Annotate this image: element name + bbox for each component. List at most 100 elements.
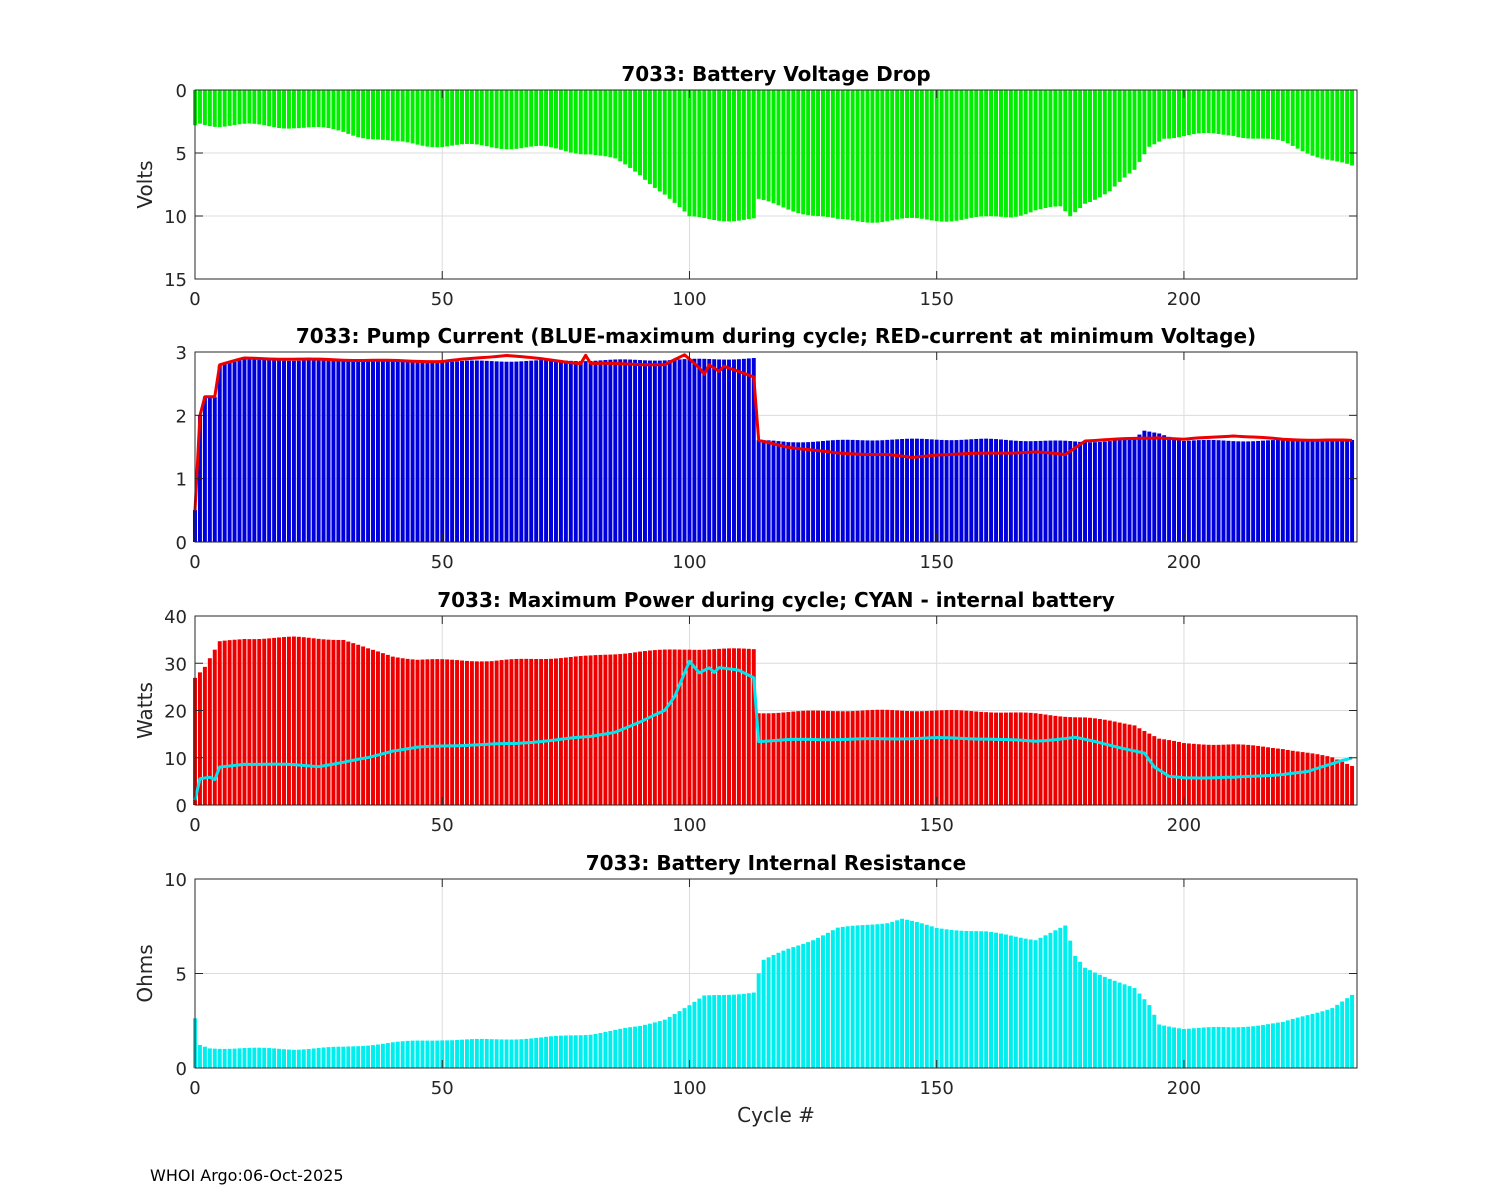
bar: [588, 361, 593, 542]
bar: [1305, 90, 1310, 154]
bar: [1211, 1026, 1216, 1068]
bar: [969, 439, 974, 542]
bar: [242, 359, 247, 542]
bar: [331, 359, 336, 542]
bar: [1008, 440, 1013, 542]
bar: [217, 641, 222, 805]
bar: [613, 90, 618, 159]
bar: [222, 640, 227, 805]
bar: [1181, 1028, 1186, 1068]
bar: [791, 711, 796, 805]
bar: [880, 90, 885, 223]
bar: [484, 90, 489, 147]
bar: [959, 710, 964, 805]
bar: [875, 90, 880, 223]
bar: [766, 957, 771, 1068]
bar: [1038, 440, 1043, 542]
bar: [707, 359, 712, 542]
bar: [865, 90, 870, 223]
bar: [1330, 1008, 1335, 1068]
bar: [1201, 744, 1206, 805]
bar: [1137, 90, 1142, 162]
bar: [549, 658, 553, 805]
bar: [1186, 1028, 1191, 1068]
bar: [613, 359, 618, 542]
bar: [1157, 433, 1162, 542]
bar: [286, 636, 291, 805]
bar: [949, 929, 954, 1068]
bar: [885, 90, 890, 222]
bar: [1023, 712, 1028, 805]
bar: [1295, 1017, 1300, 1068]
bar: [1053, 715, 1058, 805]
bar: [736, 648, 741, 805]
bar: [1305, 752, 1310, 805]
bar: [756, 973, 761, 1068]
bar: [1132, 987, 1137, 1068]
bar: [830, 440, 835, 542]
bar: [835, 90, 840, 219]
bar: [583, 90, 588, 155]
bar: [954, 710, 959, 805]
bar: [326, 1047, 331, 1068]
bar: [1320, 441, 1325, 542]
bar: [524, 361, 529, 542]
bar: [306, 360, 311, 542]
bar: [929, 926, 934, 1068]
bar: [1033, 90, 1038, 211]
bar: [727, 90, 732, 222]
bar: [321, 1047, 326, 1068]
bar-series: [193, 358, 1355, 542]
bar: [919, 923, 924, 1068]
bar: [919, 711, 924, 805]
bar: [514, 361, 519, 542]
bar: [662, 649, 667, 805]
bar: [603, 1031, 608, 1068]
bar: [207, 1048, 212, 1068]
bar: [1102, 90, 1107, 195]
bar: [484, 360, 489, 542]
bar: [1078, 90, 1083, 209]
bar: [727, 359, 732, 542]
bar: [514, 90, 519, 149]
bar: [435, 90, 440, 148]
bar: [860, 90, 865, 222]
bar: [539, 360, 544, 542]
bar: [440, 90, 445, 148]
bar: [450, 361, 455, 542]
bar: [712, 359, 717, 542]
bar: [534, 659, 539, 805]
bar: [722, 359, 727, 542]
bar: [707, 90, 712, 220]
bar: [1231, 744, 1236, 805]
bar: [880, 709, 885, 805]
bar: [717, 995, 722, 1068]
bar: [232, 361, 237, 542]
bar: [445, 1040, 450, 1068]
bar: [959, 930, 964, 1068]
bar: [1290, 440, 1295, 542]
bar: [682, 1008, 687, 1068]
bar: [558, 360, 563, 542]
bar: [890, 439, 895, 542]
bar: [1325, 90, 1330, 160]
bar: [415, 361, 420, 542]
bar: [306, 637, 311, 805]
bar: [207, 658, 212, 805]
bar: [544, 359, 549, 542]
bar: [252, 639, 257, 805]
bar: [855, 90, 860, 222]
bar: [771, 713, 776, 805]
bar: [1266, 90, 1270, 139]
bar: [1058, 90, 1063, 207]
bar: [400, 1041, 405, 1068]
bar: [682, 649, 687, 805]
bar: [277, 90, 282, 129]
bar: [746, 648, 751, 805]
bar: [1275, 439, 1280, 542]
bar: [1340, 1001, 1345, 1068]
bar: [1162, 435, 1167, 542]
bar: [405, 90, 410, 143]
y-tick-label: 3: [176, 343, 187, 364]
bar: [356, 644, 361, 805]
